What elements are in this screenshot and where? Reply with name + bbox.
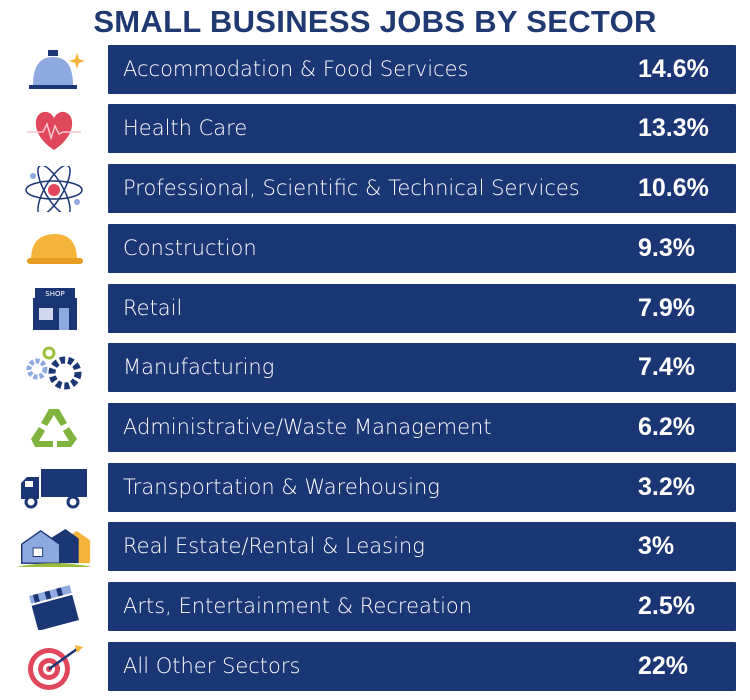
sector-row: Transportation & Warehousing 3.2% xyxy=(0,463,750,512)
clapperboard-icon xyxy=(16,582,92,631)
sector-value: 3.2% xyxy=(638,473,695,501)
sector-value: 3% xyxy=(638,532,675,560)
sector-bar: Retail 7.9% xyxy=(108,284,736,333)
sector-row: Manufacturing 7.4% xyxy=(0,343,750,392)
sector-label: Administrative/Waste Management xyxy=(123,415,492,439)
sector-row: SHOP Retail 7.9% xyxy=(0,284,750,333)
sector-value: 9.3% xyxy=(638,234,695,262)
sector-value: 10.6% xyxy=(638,174,709,202)
gears-icon xyxy=(16,343,92,392)
shop-icon: SHOP xyxy=(16,284,92,333)
sector-label: All Other Sectors xyxy=(123,654,301,678)
sector-bar: Arts, Entertainment & Recreation 2.5% xyxy=(108,582,736,631)
sector-label: Accommodation & Food Services xyxy=(123,57,469,81)
sector-bar: All Other Sectors 22% xyxy=(108,642,736,691)
sector-row: Accommodation & Food Services 14.6% xyxy=(0,45,750,94)
sector-value: 22% xyxy=(638,652,689,680)
sector-value: 7.9% xyxy=(638,294,695,322)
sector-value: 13.3% xyxy=(638,114,709,142)
sector-label: Arts, Entertainment & Recreation xyxy=(123,594,473,618)
sector-label: Real Estate/Rental & Leasing xyxy=(123,534,425,558)
hard-hat-icon xyxy=(16,224,92,273)
sector-label: Construction xyxy=(123,236,257,260)
sector-row: Administrative/Waste Management 6.2% xyxy=(0,403,750,452)
cloche-icon xyxy=(16,45,92,94)
heart-icon xyxy=(16,104,92,153)
sector-bar: Transportation & Warehousing 3.2% xyxy=(108,463,736,512)
sector-label: Transportation & Warehousing xyxy=(123,475,440,499)
sector-value: 2.5% xyxy=(638,592,695,620)
target-icon xyxy=(16,642,92,691)
sector-row: Real Estate/Rental & Leasing 3% xyxy=(0,522,750,571)
sector-label: Health Care xyxy=(123,116,248,140)
sector-bar: Professional, Scientific & Technical Ser… xyxy=(108,164,736,213)
sector-value: 7.4% xyxy=(638,353,695,381)
sector-bar: Health Care 13.3% xyxy=(108,104,736,153)
sector-label: Retail xyxy=(123,296,183,320)
sector-bar: Administrative/Waste Management 6.2% xyxy=(108,403,736,452)
sector-value: 6.2% xyxy=(638,413,695,441)
sector-bar: Real Estate/Rental & Leasing 3% xyxy=(108,522,736,571)
sector-row: All Other Sectors 22% xyxy=(0,642,750,691)
recycle-icon xyxy=(16,403,92,452)
sector-value: 14.6% xyxy=(638,55,709,83)
sector-row: Professional, Scientific & Technical Ser… xyxy=(0,164,750,213)
houses-icon xyxy=(16,522,92,571)
sector-bar: Manufacturing 7.4% xyxy=(108,343,736,392)
chart-title: SMALL BUSINESS JOBS BY SECTOR xyxy=(93,4,657,39)
sector-row: Construction 9.3% xyxy=(0,224,750,273)
atom-icon xyxy=(16,164,92,213)
sector-bar: Accommodation & Food Services 14.6% xyxy=(108,45,736,94)
sector-bar: Construction 9.3% xyxy=(108,224,736,273)
truck-icon xyxy=(16,463,92,512)
sector-row: Health Care 13.3% xyxy=(0,104,750,153)
sector-label: Professional, Scientific & Technical Ser… xyxy=(123,176,580,200)
sector-label: Manufacturing xyxy=(123,355,275,379)
svg-text:SHOP: SHOP xyxy=(45,290,64,298)
sector-row: Arts, Entertainment & Recreation 2.5% xyxy=(0,582,750,631)
